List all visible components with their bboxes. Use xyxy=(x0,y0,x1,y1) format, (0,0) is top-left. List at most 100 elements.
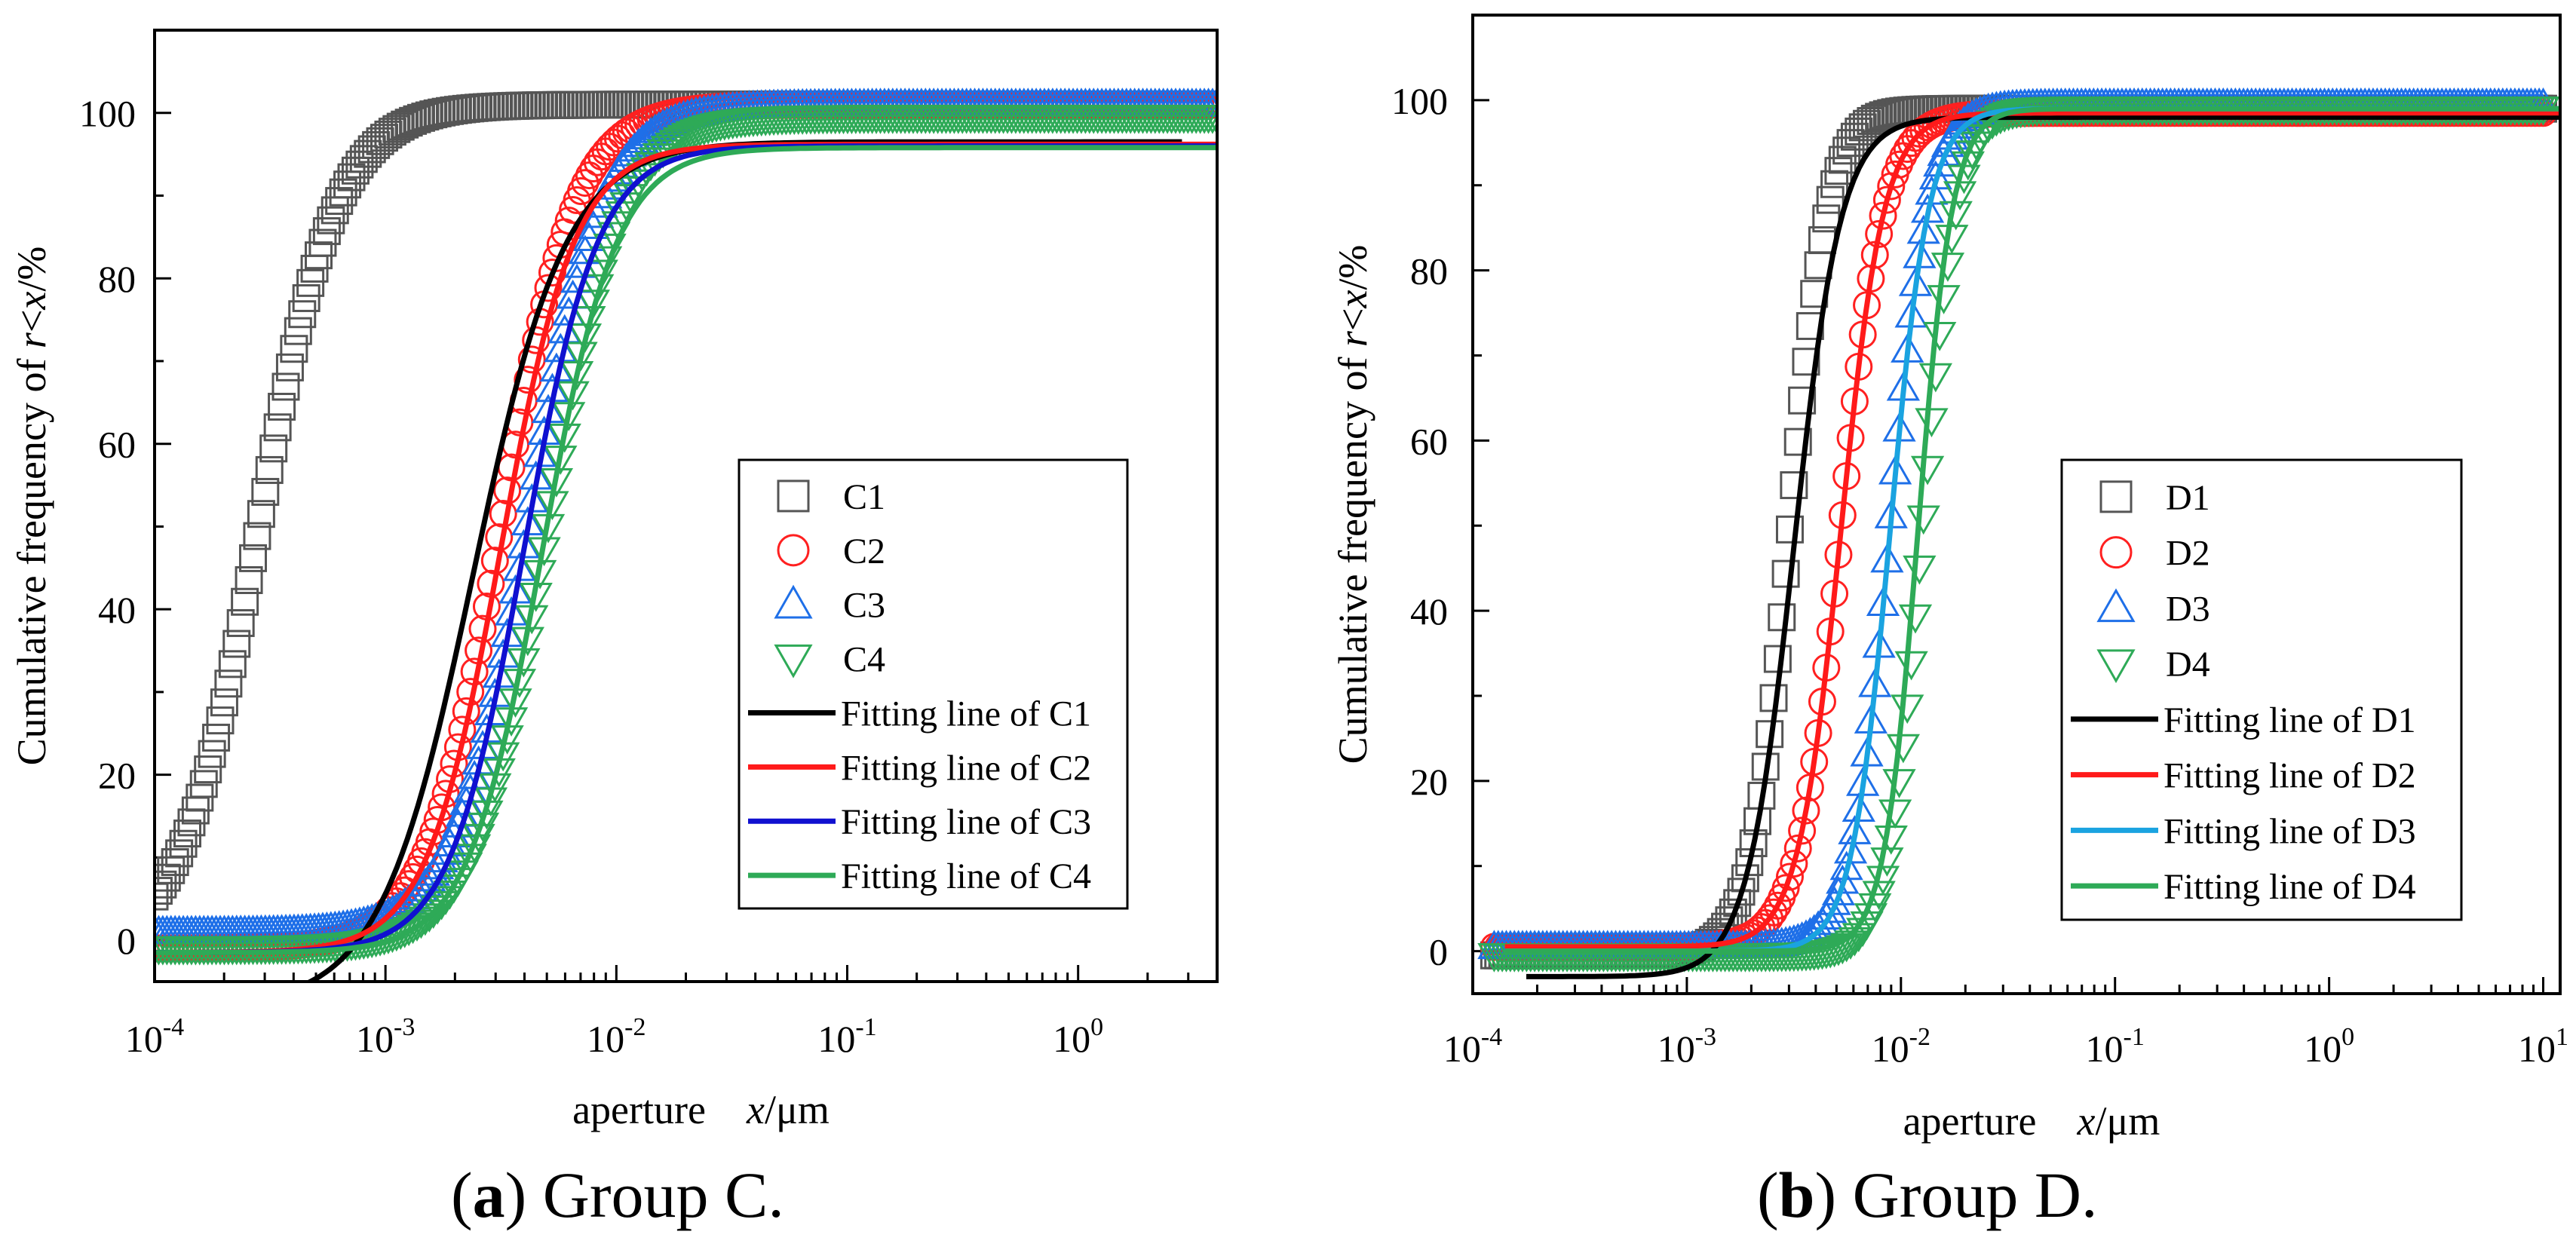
x-tick-base: 10 xyxy=(1658,1028,1695,1070)
point-c4 xyxy=(655,133,688,162)
point-d3 xyxy=(1817,885,1851,915)
point-d4 xyxy=(1923,322,1957,351)
point-c4 xyxy=(453,844,487,873)
point-c2 xyxy=(493,476,522,505)
point-d4 xyxy=(1829,933,1863,963)
point-c1 xyxy=(280,335,308,363)
y-tick-label-0: 0 xyxy=(1429,931,1448,973)
point-c1 xyxy=(210,688,238,717)
point-c4 xyxy=(589,246,623,276)
point-c1 xyxy=(271,372,300,401)
caption-a-text: Group C. xyxy=(542,1159,784,1231)
point-c1 xyxy=(226,608,255,637)
legend-label-fitting-line-of-d3: Fitting line of D3 xyxy=(2164,811,2416,851)
caption-b: (b) Group D. xyxy=(1757,1159,2098,1231)
point-c2 xyxy=(571,169,600,198)
point-c1 xyxy=(235,565,263,594)
legend-marker-d3 xyxy=(2096,588,2136,623)
y-tick-label-80: 80 xyxy=(1410,250,1448,293)
point-c4 xyxy=(581,274,615,304)
point-d1 xyxy=(1788,386,1817,415)
x-tick-base: 10 xyxy=(356,1018,394,1060)
point-d3 xyxy=(1821,876,1856,905)
y-label-lt: < xyxy=(1330,308,1375,331)
legend-label-fitting-line-of-c4: Fitting line of C4 xyxy=(841,856,1091,896)
point-c2 xyxy=(517,345,546,374)
point-d1 xyxy=(1816,185,1845,214)
plot-area xyxy=(1477,87,2560,979)
axes-frame xyxy=(1471,14,2562,995)
x-tick-label-1e-2: 10-2 xyxy=(587,1013,646,1060)
point-c2 xyxy=(522,326,550,354)
x-tick-label-1e-4: 10-4 xyxy=(1443,1023,1502,1070)
point-c1 xyxy=(296,268,325,297)
point-c1 xyxy=(251,477,280,506)
legend-label-fitting-line-of-c2: Fitting line of C2 xyxy=(841,748,1091,788)
x-tick-exponent: -3 xyxy=(1695,1023,1716,1051)
legend-marker-c4 xyxy=(774,644,813,679)
point-c1 xyxy=(275,353,304,381)
y-tick-label-0: 0 xyxy=(117,920,136,962)
x-tick-exponent: 1 xyxy=(2556,1023,2568,1051)
y-label-suffix: /% xyxy=(9,247,54,292)
x-tick-label-1e-2: 10-2 xyxy=(1872,1023,1930,1070)
x-tick-base: 10 xyxy=(817,1018,855,1060)
x-tick-base: 10 xyxy=(125,1018,163,1060)
point-c1 xyxy=(259,434,288,463)
point-c1 xyxy=(308,228,337,257)
point-d4 xyxy=(1826,935,1860,965)
x-axis-label: aperture x/μm xyxy=(1903,1098,2160,1144)
point-c1 xyxy=(292,283,320,312)
point-c1 xyxy=(239,544,268,572)
x-tick-exponent: -3 xyxy=(394,1013,415,1041)
x-label-var: x xyxy=(746,1087,765,1132)
y-tick-label-40: 40 xyxy=(98,589,136,631)
legend-label-d2: D2 xyxy=(2166,534,2210,574)
point-c2 xyxy=(514,366,542,394)
point-d4 xyxy=(1898,604,1933,634)
point-d4 xyxy=(1918,363,1952,393)
legend-label-d3: D3 xyxy=(2166,589,2210,629)
caption-a-letter: a xyxy=(472,1159,505,1231)
point-d2 xyxy=(1783,834,1812,862)
point-c1 xyxy=(161,848,189,877)
point-c4 xyxy=(576,289,610,319)
point-c4 xyxy=(412,903,446,933)
point-c3 xyxy=(155,914,172,945)
x-tick-exponent: -4 xyxy=(1481,1023,1502,1051)
legend-label-fitting-line-of-c1: Fitting line of C1 xyxy=(841,694,1091,734)
point-d2 xyxy=(1771,874,1800,902)
x-tick-exponent: 0 xyxy=(1090,1013,1103,1041)
point-c1 xyxy=(222,630,251,658)
fit-d2 xyxy=(1504,110,2560,950)
legend-marker-c3 xyxy=(774,584,813,619)
point-c1 xyxy=(214,669,243,698)
x-tick-base: 10 xyxy=(1872,1028,1909,1070)
point-c1 xyxy=(312,217,341,246)
x-tick-label-1e-1: 10-1 xyxy=(817,1013,876,1060)
x-tick-exponent: -4 xyxy=(163,1013,184,1041)
y-label-prefix: Cumulative frequency of xyxy=(1330,347,1375,764)
legend-label-c2: C2 xyxy=(843,532,885,571)
point-c1 xyxy=(255,455,284,484)
point-d1 xyxy=(1780,471,1808,500)
point-d1 xyxy=(1719,898,1747,927)
point-c4 xyxy=(416,899,450,930)
x-axis-label: aperture x/μm xyxy=(572,1087,830,1132)
x-label-word: aperture xyxy=(572,1087,747,1132)
point-c1 xyxy=(317,206,345,234)
legend-label-c3: C3 xyxy=(843,586,885,626)
x-tick-exponent: -2 xyxy=(1909,1023,1930,1051)
x-tick-base: 10 xyxy=(2304,1028,2341,1070)
point-d4 xyxy=(1906,505,1940,535)
y-label-r: r xyxy=(1330,330,1375,347)
x-tick-base: 10 xyxy=(2086,1028,2124,1070)
point-c1 xyxy=(268,392,296,421)
point-d4 xyxy=(1935,225,1969,254)
legend-label-fitting-line-of-d2: Fitting line of D2 xyxy=(2164,756,2416,796)
point-d4 xyxy=(1878,799,1912,829)
legend-box xyxy=(2060,458,2463,921)
point-d2 xyxy=(1872,185,1901,214)
x-label-var: x xyxy=(2076,1098,2095,1144)
